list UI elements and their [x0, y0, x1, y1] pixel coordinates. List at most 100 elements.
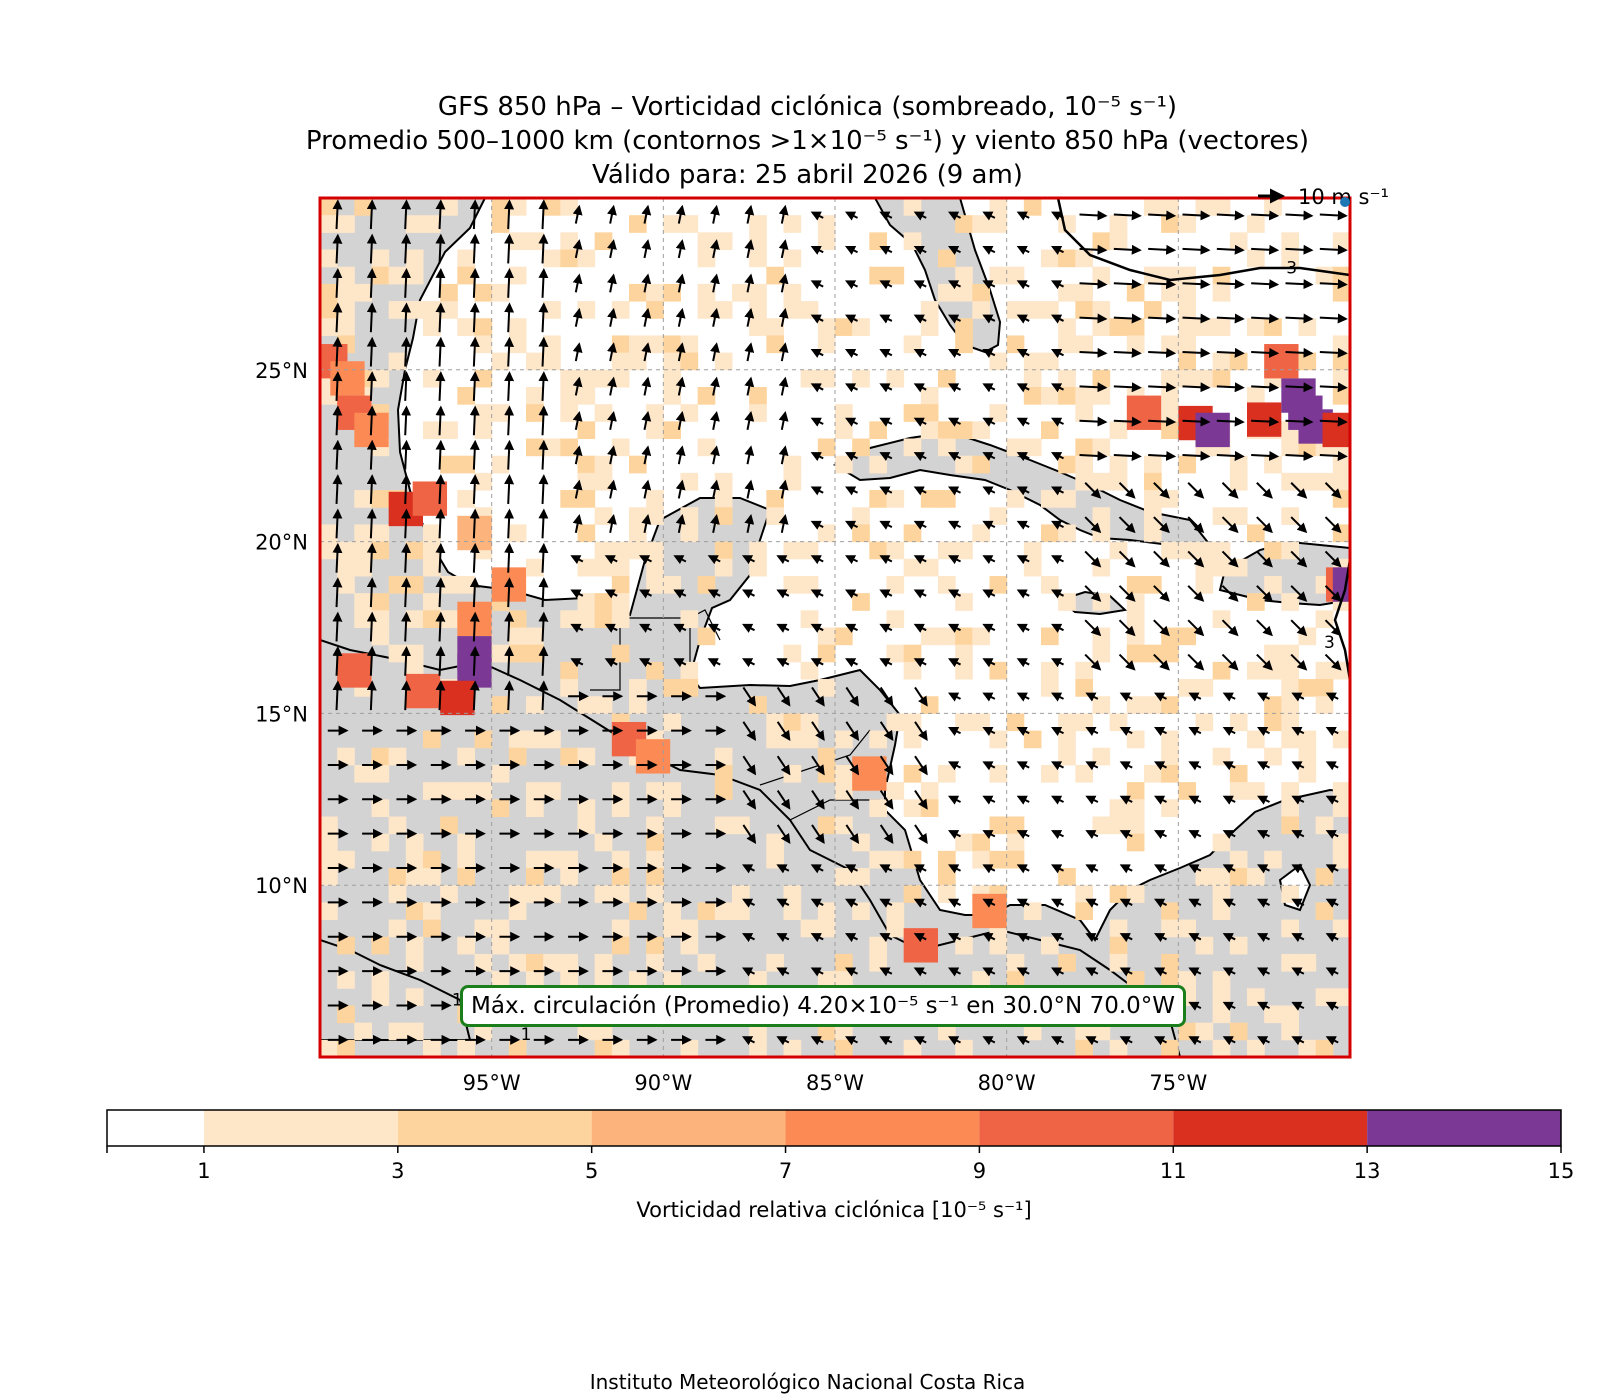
- vorticity-cell: [1075, 661, 1093, 680]
- vorticity-cell: [1264, 575, 1282, 594]
- colorbar-bin: [591, 1110, 786, 1146]
- wind-vector: [1291, 933, 1305, 943]
- vorticity-cell: [955, 661, 973, 680]
- vorticity-cell: [1109, 232, 1128, 251]
- vorticity-cell: [938, 885, 956, 903]
- wind-vector: [1285, 244, 1314, 255]
- vorticity-cell: [1332, 988, 1350, 1006]
- wind-vector: [982, 417, 996, 427]
- vorticity-cell: [629, 283, 647, 302]
- vorticity-cell: [423, 850, 441, 869]
- vorticity-cell: [1264, 713, 1282, 732]
- vorticity-cell: [1298, 679, 1317, 697]
- vorticity-cell: [817, 679, 836, 697]
- vorticity-cell: [543, 198, 561, 216]
- wind-vector: [982, 555, 996, 565]
- vorticity-cell: [955, 936, 973, 955]
- wind-vector: [845, 790, 860, 810]
- vorticity-cell: [852, 524, 870, 543]
- vorticity-cell: [783, 1039, 802, 1057]
- vorticity-cell: [320, 198, 338, 216]
- wind-vector: [879, 824, 894, 845]
- wind-vector: [1221, 550, 1239, 568]
- wind-vector: [401, 405, 412, 436]
- vorticity-cell: [1075, 764, 1093, 783]
- wind-vector: [810, 658, 824, 668]
- wind-vector: [778, 342, 789, 362]
- vorticity-cell: [1247, 249, 1265, 268]
- wind-vector: [572, 204, 583, 224]
- vorticity-cell: [663, 902, 681, 921]
- vorticity-cell: [766, 713, 784, 732]
- vorticity-cell: [1075, 902, 1093, 921]
- vorticity-cell: [1229, 764, 1248, 783]
- vorticity-cell: [1298, 764, 1317, 783]
- vorticity-cell: [560, 438, 578, 457]
- wind-vector: [504, 302, 515, 333]
- vorticity-cell: [526, 558, 544, 577]
- vorticity-cell: [491, 919, 510, 938]
- vorticity-cell: [320, 1039, 338, 1057]
- vorticity-cell: [1229, 1022, 1248, 1041]
- vorticity-cell: [1178, 266, 1196, 285]
- wind-vector: [469, 542, 480, 573]
- wind-vector: [641, 514, 652, 534]
- vorticity-cell: [1195, 575, 1214, 594]
- vorticity-cell: [1178, 455, 1196, 474]
- vorticity-cell: [337, 936, 355, 955]
- wind-vector: [1187, 619, 1205, 637]
- vorticity-cell: [1023, 1022, 1042, 1041]
- colorbar: 1 3 5 7 9 11 13 15 Vorticidad relativa ciclónic…: [106, 1109, 1574, 1222]
- wind-vector: [1285, 279, 1314, 290]
- vorticity-cell: [1247, 524, 1265, 543]
- vorticity-cell: [1298, 1039, 1317, 1057]
- vorticity-cell: [491, 455, 510, 474]
- wind-vector: [435, 439, 446, 470]
- wind-vector: [1085, 898, 1099, 908]
- wind-vector: [1079, 313, 1108, 324]
- vorticity-cell: [543, 885, 561, 903]
- wind-vector: [604, 555, 618, 565]
- wind-vector: [1079, 382, 1108, 393]
- wind-vector: [1154, 830, 1167, 840]
- colorbar-bin: [397, 1110, 592, 1146]
- wind-vector: [742, 755, 757, 776]
- wind-vector: [607, 445, 617, 465]
- vorticity-cell: [972, 215, 990, 233]
- wind-vector: [1016, 830, 1030, 840]
- vorticity-cell: [1212, 661, 1231, 680]
- wind-vector: [1257, 933, 1270, 943]
- wind-vector: [401, 508, 412, 539]
- wind-vector: [1079, 279, 1108, 290]
- vorticity-cell: [1332, 472, 1350, 491]
- wind-vector: [845, 486, 858, 496]
- vorticity-cell: [491, 404, 510, 422]
- colorbar-bin: [107, 1110, 204, 1146]
- wind-vector: [1085, 761, 1099, 771]
- vorticity-cell: [1264, 850, 1282, 869]
- wind-vector: [675, 410, 686, 430]
- vorticity-cell: [1092, 301, 1111, 319]
- wind-vector: [607, 514, 617, 534]
- wind-vector: [1291, 761, 1305, 771]
- wind-vector: [538, 233, 549, 264]
- vorticity-cell: [405, 301, 424, 319]
- vorticity-cell: [817, 215, 836, 233]
- vorticity-cell: [423, 593, 441, 611]
- vorticity-cell: [1332, 833, 1350, 852]
- wind-vector: [1085, 933, 1099, 943]
- vorticity-cell: [1281, 1005, 1299, 1024]
- vorticity-cell: [577, 386, 596, 405]
- vorticity-cell: [800, 541, 819, 560]
- vorticity-cell: [749, 318, 767, 336]
- wind-vector: [982, 864, 996, 874]
- vorticity-cell: [714, 301, 733, 319]
- vorticity-cell: [938, 541, 956, 560]
- wind-vector: [913, 555, 927, 565]
- wind-vector: [435, 611, 446, 642]
- vorticity-cell: [577, 490, 596, 508]
- wind-vector: [913, 967, 927, 977]
- vorticity-cell: [783, 283, 802, 302]
- vorticity-cell: [543, 850, 561, 869]
- vorticity-cell: [663, 215, 681, 233]
